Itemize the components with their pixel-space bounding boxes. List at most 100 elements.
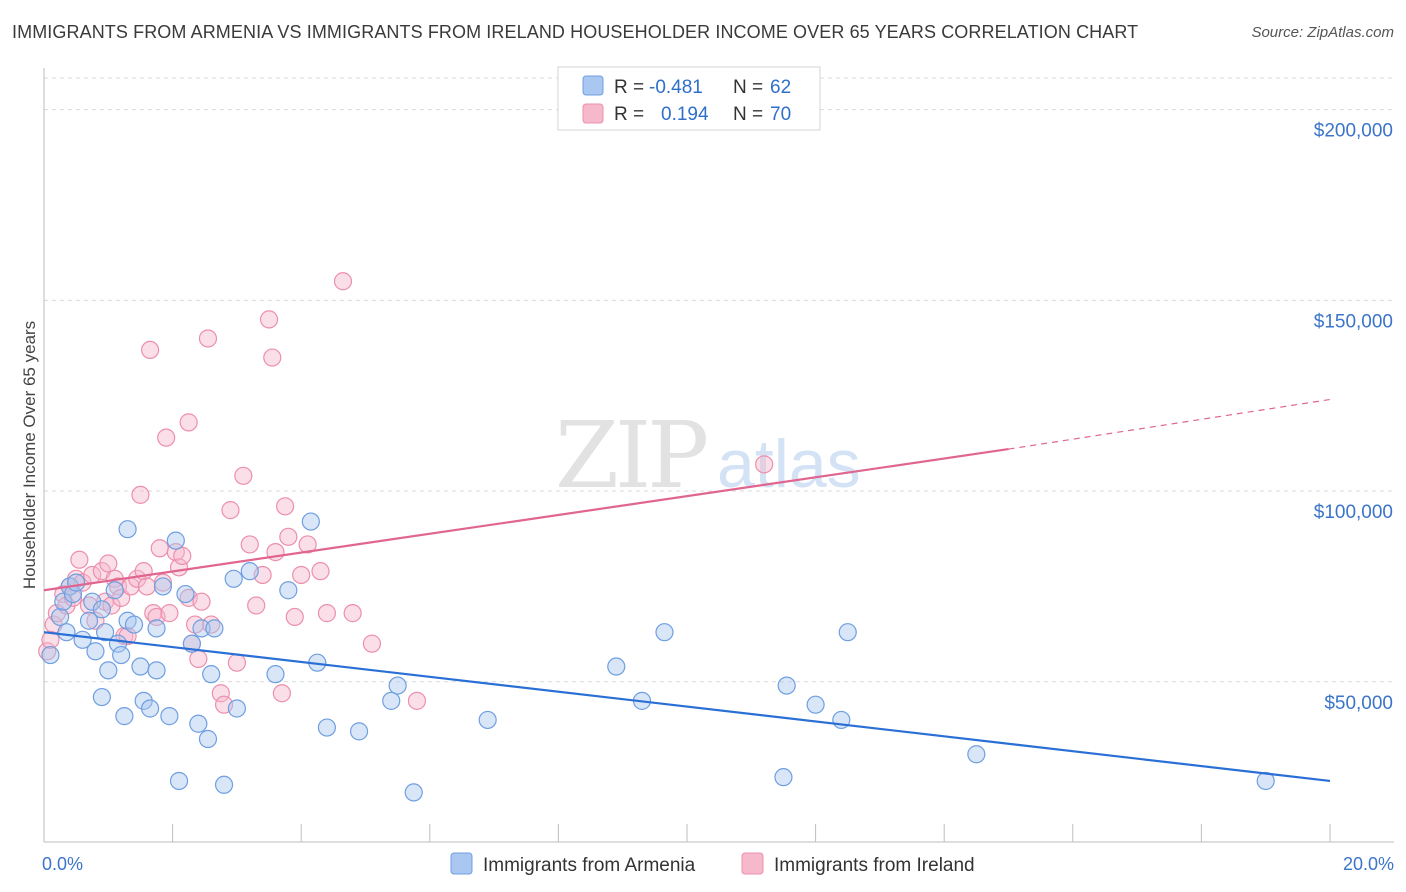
point-ireland-31 xyxy=(153,573,173,592)
point-armenia-33 xyxy=(189,714,208,733)
point-ireland-51 xyxy=(247,596,266,615)
bottom-legend: Immigrants from Armenia Immigrants from … xyxy=(450,852,975,876)
point-armenia-55 xyxy=(774,768,793,787)
point-ireland-45 xyxy=(211,684,230,703)
point-ireland-54 xyxy=(263,348,282,367)
chart-source: Source: ZipAtlas.com xyxy=(1251,24,1394,41)
point-ireland-24 xyxy=(131,485,150,504)
legend-ireland-r-value: 0.194 xyxy=(661,104,709,125)
point-ireland-69 xyxy=(41,630,60,649)
point-ireland-27 xyxy=(140,340,160,360)
bottom-legend-armenia-label: Immigrants from Armenia xyxy=(483,855,696,876)
y-tick-label-1: $100,000 xyxy=(1314,502,1393,523)
point-armenia-56 xyxy=(777,676,796,695)
point-armenia-51 xyxy=(478,710,497,730)
legend-armenia-swatch xyxy=(582,75,604,96)
point-armenia-1 xyxy=(50,607,70,627)
point-armenia-42 xyxy=(266,665,285,684)
legend-ireland-n-value: 70 xyxy=(770,104,791,125)
legend-box: R = -0.481 N = 62 R = 0.194 N = 70 xyxy=(557,66,821,131)
point-ireland-58 xyxy=(279,527,298,546)
point-armenia-8 xyxy=(79,611,99,630)
axes-layer: $50,000 $100,000 $150,000 $200,000 0.0% 20.0% xyxy=(42,68,1394,874)
point-ireland-65 xyxy=(343,604,362,623)
legend-armenia-n-label: N = xyxy=(733,77,763,98)
point-ireland-68 xyxy=(755,455,774,474)
point-ireland-64 xyxy=(333,272,353,291)
bottom-legend-armenia-swatch xyxy=(450,852,473,875)
point-ireland-62 xyxy=(311,562,330,581)
point-ireland-8 xyxy=(70,550,89,569)
point-ireland-33 xyxy=(160,604,179,623)
legend-ireland-n-label: N = xyxy=(733,104,763,125)
point-ireland-26 xyxy=(137,577,156,596)
point-armenia-11 xyxy=(92,687,111,707)
legend-armenia-r-label: R = xyxy=(614,77,644,98)
point-armenia-44 xyxy=(301,512,320,531)
point-armenia-21 xyxy=(124,615,144,634)
point-armenia-26 xyxy=(147,661,166,680)
point-armenia-50 xyxy=(404,783,423,802)
point-armenia-31 xyxy=(176,584,195,604)
point-armenia-60 xyxy=(967,745,986,764)
legend-ireland-swatch xyxy=(582,103,604,124)
series-ireland-points xyxy=(38,272,774,714)
point-armenia-27 xyxy=(153,577,173,596)
point-ireland-66 xyxy=(362,634,382,653)
bottom-legend-ireland-swatch xyxy=(741,852,764,875)
point-ireland-61 xyxy=(298,535,317,554)
point-ireland-48 xyxy=(227,653,246,672)
point-armenia-36 xyxy=(202,665,221,684)
point-armenia-48 xyxy=(382,691,401,710)
watermark-atlas: atlas xyxy=(717,426,861,502)
point-ireland-53 xyxy=(259,310,279,329)
point-armenia-35 xyxy=(198,729,218,749)
point-armenia-10 xyxy=(86,642,105,661)
point-armenia-37 xyxy=(205,619,224,638)
point-armenia-15 xyxy=(105,581,124,600)
point-ireland-36 xyxy=(173,546,192,566)
y-axis-label: Householder Income Over 65 years xyxy=(20,321,39,589)
point-armenia-2 xyxy=(54,592,73,611)
grid-layer xyxy=(44,77,1394,683)
chart-title: IMMIGRANTS FROM ARMENIA VS IMMIGRANTS FR… xyxy=(12,22,1139,42)
point-ireland-67 xyxy=(407,691,427,710)
point-armenia-38 xyxy=(214,775,234,794)
point-armenia-40 xyxy=(227,699,246,718)
trendline-ireland-extension xyxy=(1008,398,1331,450)
point-armenia-24 xyxy=(140,699,160,718)
point-armenia-20 xyxy=(118,520,137,539)
point-armenia-6 xyxy=(67,573,86,592)
point-armenia-43 xyxy=(279,581,298,600)
trend-layer xyxy=(43,398,1331,783)
point-ireland-32 xyxy=(157,428,176,447)
watermark-zip: ZIP xyxy=(555,402,706,509)
point-armenia-52 xyxy=(607,657,626,676)
point-armenia-49 xyxy=(388,676,407,695)
trendline-ireland xyxy=(43,448,1009,592)
x-tick-label-1: 20.0% xyxy=(1343,854,1394,874)
point-armenia-18 xyxy=(115,707,134,726)
point-ireland-49 xyxy=(234,466,253,485)
point-armenia-23 xyxy=(134,691,153,710)
y-tick-label-2: $150,000 xyxy=(1314,311,1393,332)
point-armenia-25 xyxy=(147,619,166,638)
legend-ireland-r-label: R = xyxy=(614,104,644,125)
point-ireland-60 xyxy=(292,565,311,585)
point-armenia-54 xyxy=(655,623,674,642)
point-ireland-30 xyxy=(150,539,169,558)
point-armenia-0 xyxy=(41,645,60,665)
point-armenia-59 xyxy=(838,623,857,642)
point-ireland-16 xyxy=(102,596,121,615)
point-armenia-13 xyxy=(95,623,115,642)
x-tick-label-0: 0.0% xyxy=(42,854,83,874)
trendline-armenia xyxy=(43,631,1331,783)
point-armenia-39 xyxy=(224,569,243,588)
point-ireland-3 xyxy=(54,584,73,604)
point-ireland-42 xyxy=(192,592,211,611)
point-armenia-41 xyxy=(240,562,259,581)
point-armenia-17 xyxy=(112,645,131,665)
watermark: ZIP atlas xyxy=(555,402,861,509)
point-armenia-46 xyxy=(317,718,337,737)
